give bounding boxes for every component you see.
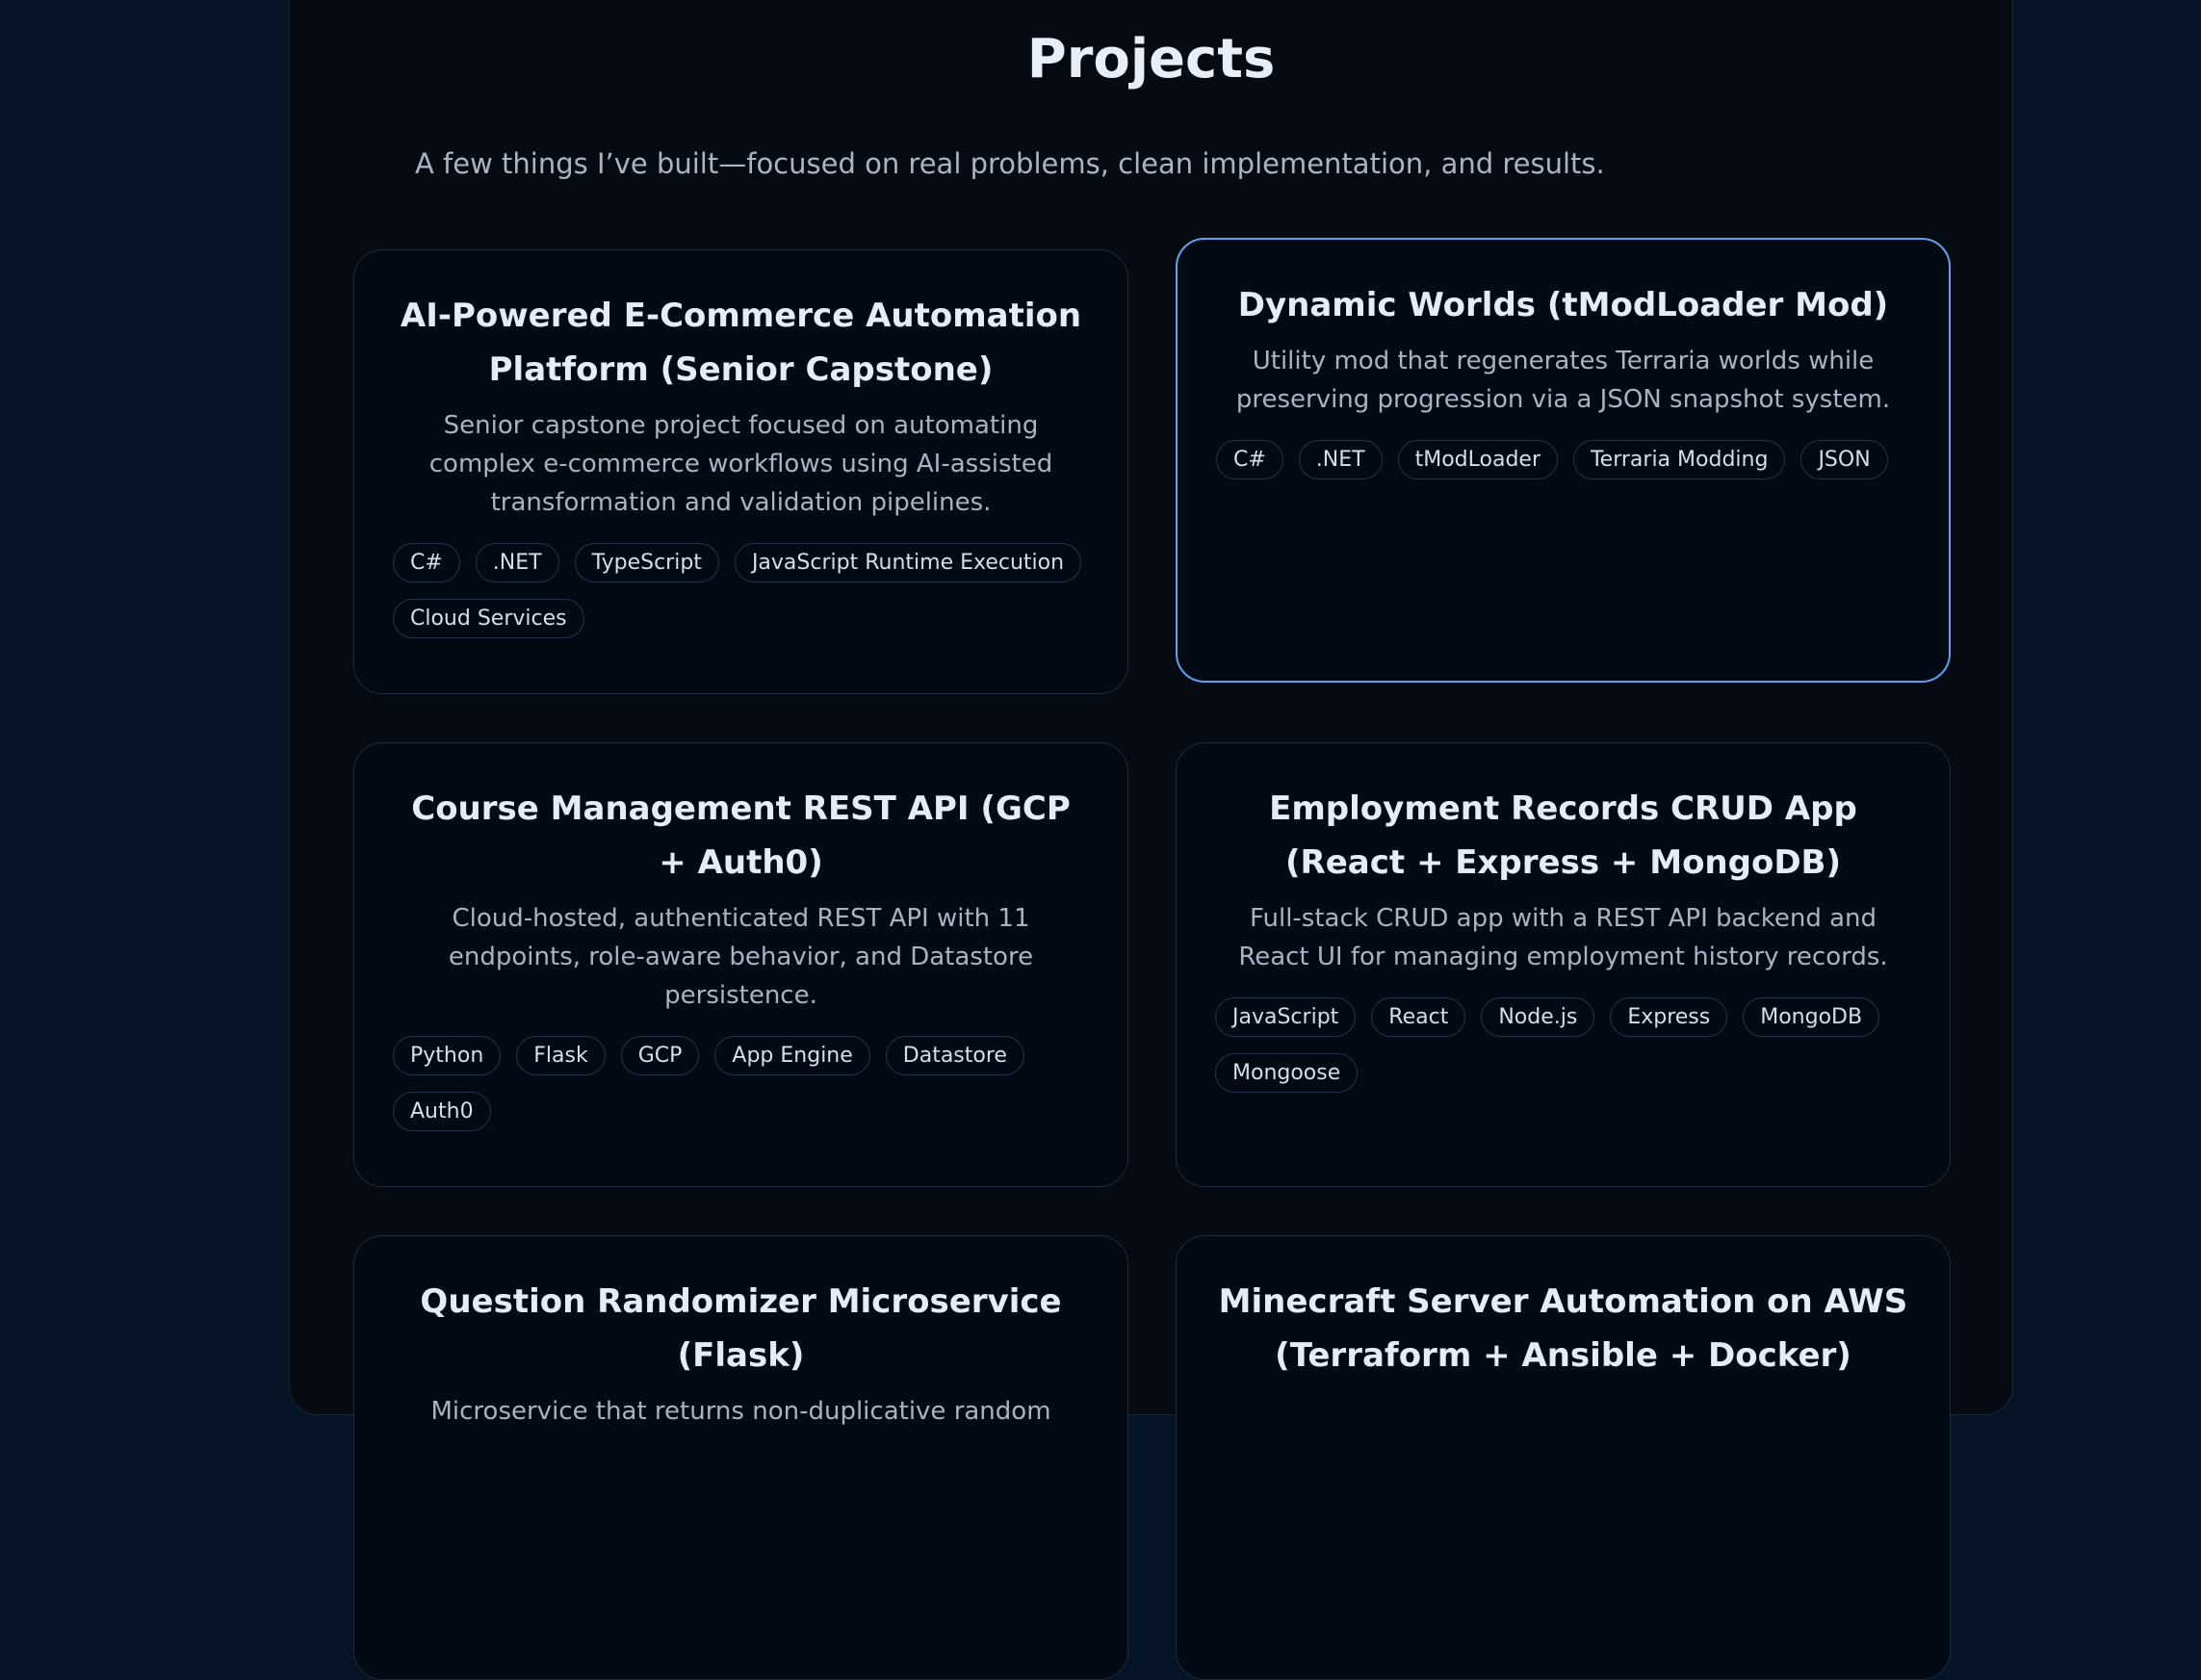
page-title: Projects xyxy=(1026,28,1276,90)
tech-tag: Express xyxy=(1610,997,1728,1037)
tech-tag: App Engine xyxy=(714,1036,870,1075)
project-title: Course Management REST API (GCP + Auth0) xyxy=(411,789,1071,882)
tag-list: C# .NET TypeScript JavaScript Runtime Execu… xyxy=(393,543,1089,638)
project-card[interactable]: Question Randomizer Microservice (Flask)… xyxy=(353,1235,1128,1680)
project-description: Cloud-hosted, authenticated REST API wit… xyxy=(448,904,1034,1010)
tech-tag: MongoDB xyxy=(1743,997,1880,1037)
tech-tag: Cloud Services xyxy=(393,599,584,638)
tag-list: Python Flask GCP App Engine Datastore Auth0 xyxy=(393,1036,1089,1131)
tech-tag: C# xyxy=(1216,440,1283,479)
tech-tag: JSON xyxy=(1800,440,1888,479)
tech-tag: TypeScript xyxy=(574,543,719,582)
project-description: Full-stack CRUD app with a REST API back… xyxy=(1238,904,1888,971)
project-card[interactable]: Dynamic Worlds (tModLoader Mod) Utility m… xyxy=(1176,238,1951,683)
tech-tag: Flask xyxy=(516,1036,606,1075)
projects-section: Projects A few things I’ve built—focused… xyxy=(289,0,2013,1680)
tech-tag: Datastore xyxy=(885,1036,1024,1075)
tech-tag: Auth0 xyxy=(393,1092,491,1131)
project-description: Microservice that returns non-duplicativ… xyxy=(430,1397,1051,1426)
tech-tag: C# xyxy=(393,543,460,582)
project-card[interactable]: AI-Powered E-Commerce Automation Platfor… xyxy=(353,249,1128,694)
project-title: Minecraft Server Automation on AWS (Terr… xyxy=(1218,1282,1908,1375)
tech-tag: React xyxy=(1371,997,1466,1037)
tag-list: JavaScript React Node.js Express MongoDB Mong… xyxy=(1215,997,1911,1093)
tech-tag: .NET xyxy=(1298,440,1383,479)
tag-list: C# .NET tModLoader Terraria Modding JSON xyxy=(1216,440,1910,479)
project-card[interactable]: Course Management REST API (GCP + Auth0)… xyxy=(353,742,1128,1187)
tech-tag: tModLoader xyxy=(1397,440,1558,479)
tech-tag: JavaScript Runtime Execution xyxy=(734,543,1082,582)
tech-tag: JavaScript xyxy=(1215,997,1357,1037)
tech-tag: GCP xyxy=(620,1036,700,1075)
project-card[interactable]: Minecraft Server Automation on AWS (Terr… xyxy=(1176,1235,1951,1680)
tech-tag: Node.js xyxy=(1481,997,1595,1037)
project-card[interactable]: Employment Records CRUD App (React + Exp… xyxy=(1176,742,1951,1187)
tech-tag: Mongoose xyxy=(1215,1053,1359,1093)
project-description: Senior capstone project focused on autom… xyxy=(428,411,1053,517)
project-description: Utility mod that regenerates Terraria wo… xyxy=(1235,347,1891,414)
tech-tag: .NET xyxy=(475,543,559,582)
project-title: Employment Records CRUD App (React + Exp… xyxy=(1269,789,1857,882)
project-title: AI-Powered E-Commerce Automation Platfor… xyxy=(400,297,1082,389)
tech-tag: Python xyxy=(393,1036,502,1075)
tech-tag: Terraria Modding xyxy=(1572,440,1786,479)
project-title: Question Randomizer Microservice (Flask) xyxy=(420,1282,1062,1375)
project-title: Dynamic Worlds (tModLoader Mod) xyxy=(1237,286,1889,324)
page-subtitle: A few things I’ve built—focused on real … xyxy=(415,147,1605,180)
projects-grid: AI-Powered E-Commerce Automation Platfor… xyxy=(353,238,1951,1680)
